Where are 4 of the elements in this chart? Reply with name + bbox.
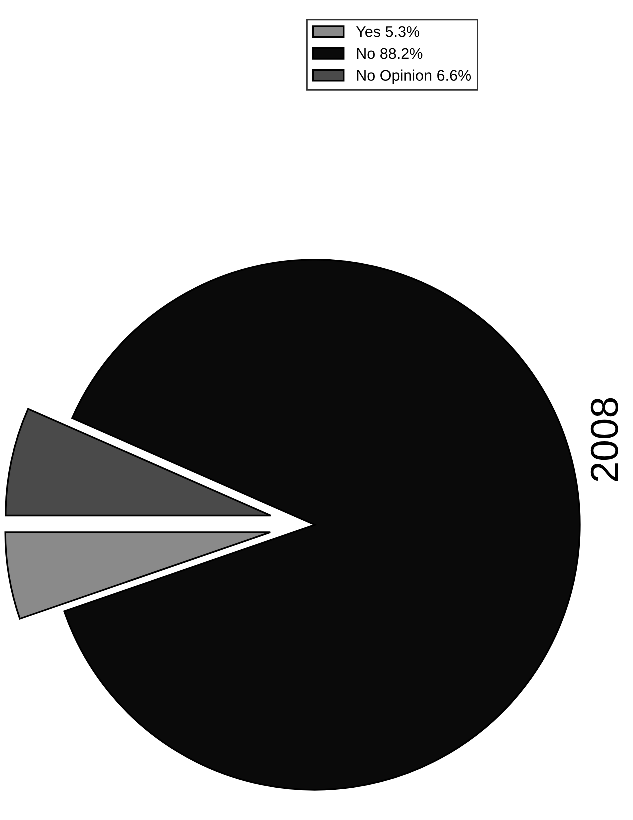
- text: 2008: [590, 398, 618, 482]
- legend-label: No Opinion 6.6%: [357, 70, 472, 84]
- legend-label: Yes 5.3%: [356, 26, 420, 38]
- legend-label: No 88.2%: [357, 48, 423, 60]
